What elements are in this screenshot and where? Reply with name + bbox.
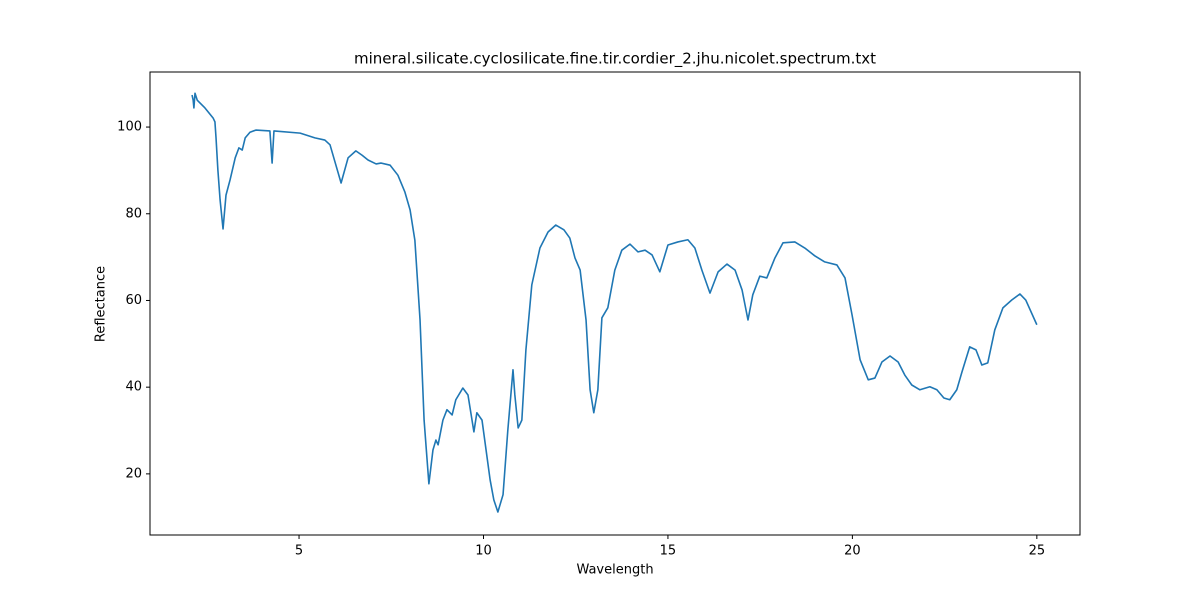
chart-title: mineral.silicate.cyclosilicate.fine.tir.…: [354, 50, 876, 69]
x-axis-label: Wavelength: [576, 563, 653, 578]
x-tick-label: 15: [660, 544, 677, 559]
y-tick-label: 80: [125, 206, 142, 221]
y-tick-label: 100: [117, 120, 142, 135]
y-tick-label: 20: [125, 466, 142, 481]
y-axis-label: Reflectance: [94, 266, 109, 342]
plot-frame: [149, 71, 1081, 536]
spectrum-line: [191, 92, 1038, 513]
x-tick-label: 25: [1029, 544, 1046, 559]
y-tick-label: 40: [125, 380, 142, 395]
x-tick-label: 20: [844, 544, 861, 559]
x-tick-label: 10: [475, 544, 492, 559]
y-tick-label: 60: [125, 293, 142, 308]
x-tick-label: 5: [295, 544, 303, 559]
